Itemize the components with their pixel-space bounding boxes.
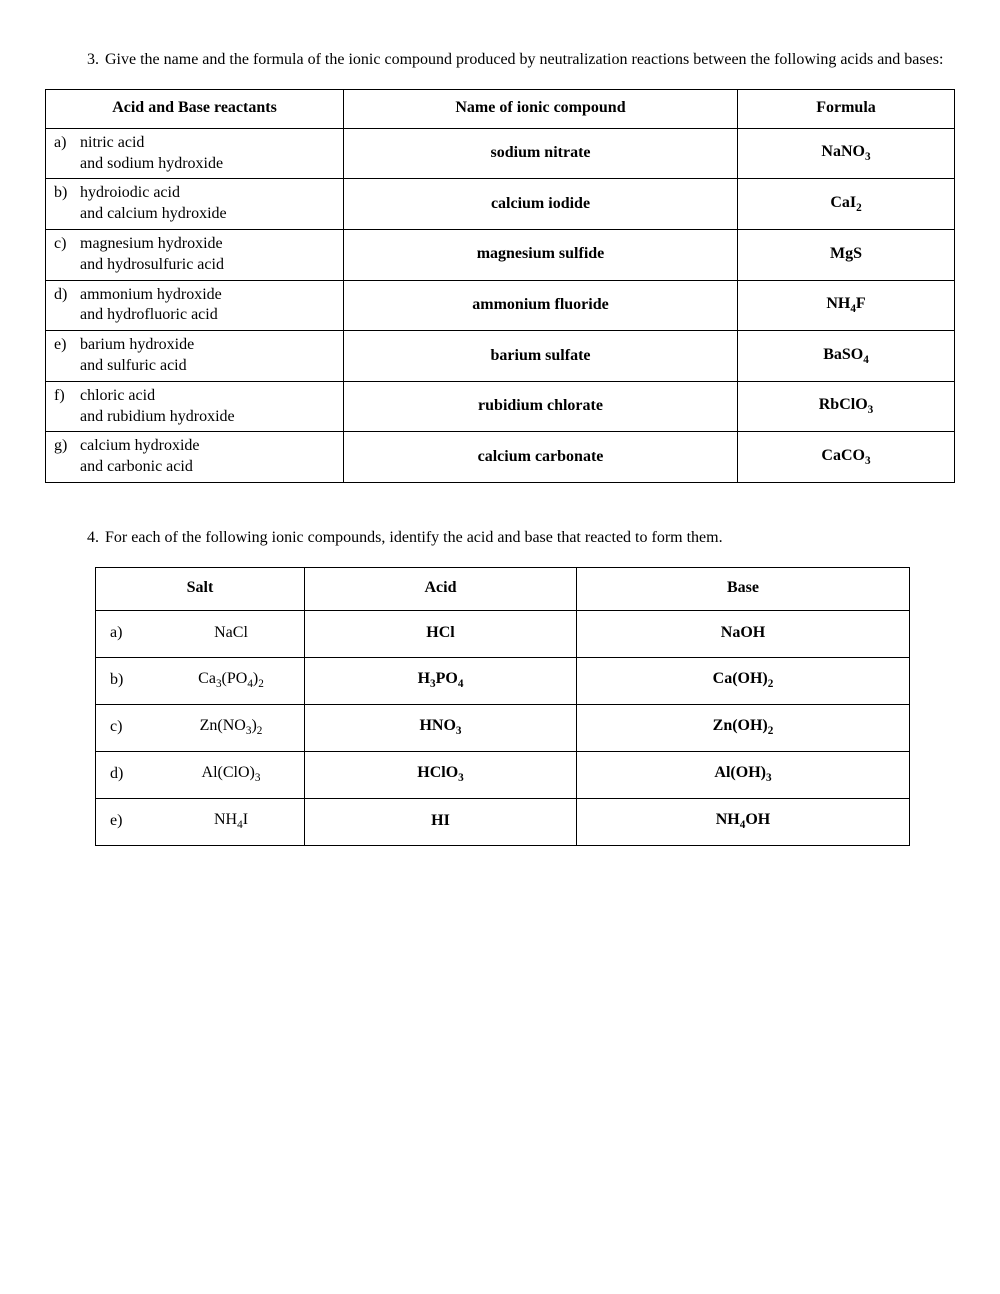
- question-list: Give the name and the formula of the ion…: [75, 50, 955, 71]
- cell-reactants: magnesium hydroxideand hydrosulfuric aci…: [76, 229, 344, 280]
- cell-compound-name: rubidium chlorate: [344, 381, 738, 432]
- cell-compound-name: sodium nitrate: [344, 128, 738, 179]
- table-row: e)NH4IHINH4OH: [96, 798, 910, 845]
- question-list-2: For each of the following ionic compound…: [75, 528, 955, 549]
- row-label: a): [46, 128, 77, 179]
- cell-acid: HClO3: [305, 751, 577, 798]
- row-label: g): [46, 432, 77, 483]
- row-label: b): [46, 179, 77, 230]
- cell-salt: Ca3(PO4)2: [158, 657, 305, 704]
- cell-formula: NaNO3: [738, 128, 955, 179]
- header-name: Name of ionic compound: [344, 89, 738, 128]
- row-label: e): [46, 331, 77, 382]
- cell-reactants: chloric acidand rubidium hydroxide: [76, 381, 344, 432]
- cell-formula: MgS: [738, 229, 955, 280]
- table-q3: Acid and Base reactants Name of ionic co…: [45, 89, 955, 483]
- table-q4-header-row: Salt Acid Base: [96, 567, 910, 610]
- cell-salt: Zn(NO3)2: [158, 704, 305, 751]
- table-q3-header-row: Acid and Base reactants Name of ionic co…: [46, 89, 955, 128]
- cell-reactants: ammonium hydroxideand hydrofluoric acid: [76, 280, 344, 331]
- cell-formula: NH4F: [738, 280, 955, 331]
- table-row: c)Zn(NO3)2HNO3Zn(OH)2: [96, 704, 910, 751]
- cell-acid: HNO3: [305, 704, 577, 751]
- header-base: Base: [577, 567, 910, 610]
- cell-salt: Al(ClO)3: [158, 751, 305, 798]
- row-label: a): [96, 610, 159, 657]
- cell-acid: HI: [305, 798, 577, 845]
- cell-base: NaOH: [577, 610, 910, 657]
- cell-base: NH4OH: [577, 798, 910, 845]
- row-label: e): [96, 798, 159, 845]
- question-3-text: Give the name and the formula of the ion…: [105, 51, 943, 68]
- cell-compound-name: calcium iodide: [344, 179, 738, 230]
- row-label: d): [46, 280, 77, 331]
- cell-acid: HCl: [305, 610, 577, 657]
- cell-salt: NaCl: [158, 610, 305, 657]
- row-label: b): [96, 657, 159, 704]
- cell-compound-name: magnesium sulfide: [344, 229, 738, 280]
- cell-reactants: calcium hydroxideand carbonic acid: [76, 432, 344, 483]
- header-formula: Formula: [738, 89, 955, 128]
- question-4-text: For each of the following ionic compound…: [105, 529, 723, 546]
- table-row: a)nitric acidand sodium hydroxidesodium …: [46, 128, 955, 179]
- table-row: g)calcium hydroxideand carbonic acidcalc…: [46, 432, 955, 483]
- cell-acid: H3PO4: [305, 657, 577, 704]
- table-q4: Salt Acid Base a)NaClHClNaOHb)Ca3(PO4)2H…: [95, 567, 910, 846]
- table-row: e)barium hydroxideand sulfuric acidbariu…: [46, 331, 955, 382]
- cell-reactants: barium hydroxideand sulfuric acid: [76, 331, 344, 382]
- table-row: d)ammonium hydroxideand hydrofluoric aci…: [46, 280, 955, 331]
- table-row: a)NaClHClNaOH: [96, 610, 910, 657]
- cell-reactants: hydroiodic acidand calcium hydroxide: [76, 179, 344, 230]
- question-4: For each of the following ionic compound…: [103, 528, 955, 549]
- row-label: d): [96, 751, 159, 798]
- cell-compound-name: calcium carbonate: [344, 432, 738, 483]
- row-label: f): [46, 381, 77, 432]
- cell-formula: CaCO3: [738, 432, 955, 483]
- row-label: c): [96, 704, 159, 751]
- table-row: b)hydroiodic acidand calcium hydroxideca…: [46, 179, 955, 230]
- cell-formula: BaSO4: [738, 331, 955, 382]
- cell-base: Ca(OH)2: [577, 657, 910, 704]
- cell-salt: NH4I: [158, 798, 305, 845]
- cell-base: Zn(OH)2: [577, 704, 910, 751]
- table-row: b)Ca3(PO4)2H3PO4Ca(OH)2: [96, 657, 910, 704]
- table-row: c)magnesium hydroxideand hydrosulfuric a…: [46, 229, 955, 280]
- question-3: Give the name and the formula of the ion…: [103, 50, 955, 71]
- cell-reactants: nitric acidand sodium hydroxide: [76, 128, 344, 179]
- cell-base: Al(OH)3: [577, 751, 910, 798]
- cell-formula: RbClO3: [738, 381, 955, 432]
- table-row: d)Al(ClO)3HClO3Al(OH)3: [96, 751, 910, 798]
- header-acid: Acid: [305, 567, 577, 610]
- cell-compound-name: ammonium fluoride: [344, 280, 738, 331]
- header-salt: Salt: [96, 567, 305, 610]
- header-reactants: Acid and Base reactants: [46, 89, 344, 128]
- cell-formula: CaI2: [738, 179, 955, 230]
- table-row: f)chloric acidand rubidium hydroxiderubi…: [46, 381, 955, 432]
- cell-compound-name: barium sulfate: [344, 331, 738, 382]
- row-label: c): [46, 229, 77, 280]
